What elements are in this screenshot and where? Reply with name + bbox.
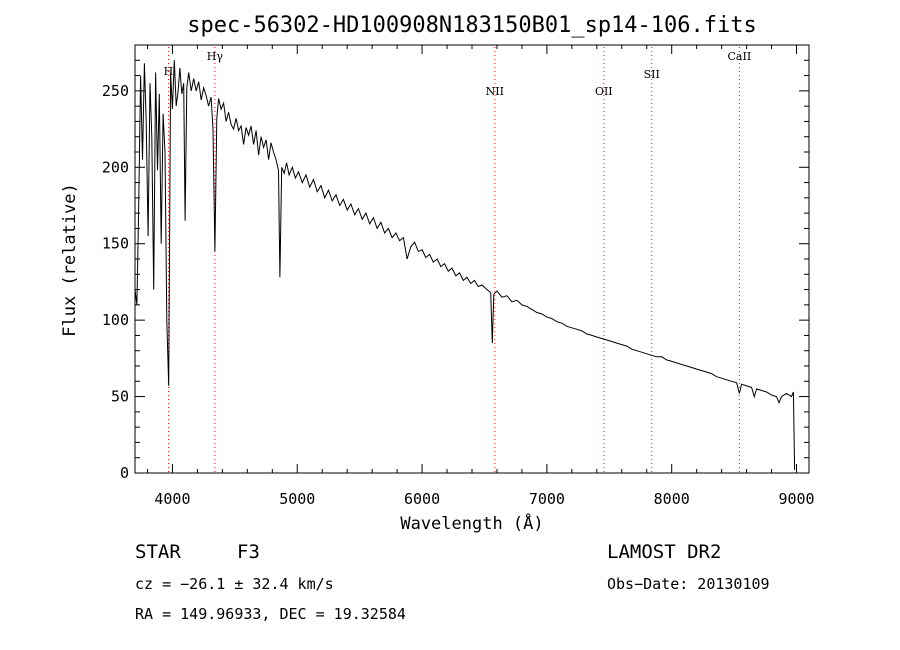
y-axis-label: Flux (relative) [60,183,80,337]
survey-name: LAMOST DR2 [607,541,721,563]
line-markers: H Hγ NII OII SII CaII [164,47,752,473]
x-tick-label: 4000 [154,490,190,508]
chart-title: spec-56302-HD100908N183150B01_sp14-106.f… [187,13,757,38]
x-axis-label: Wavelength (Å) [400,512,543,534]
x-tick-label: 9000 [778,490,814,508]
y-tick-label: 0 [120,464,129,482]
x-tick-label: 8000 [654,490,690,508]
spectral-line-label: OII [595,85,613,98]
x-tick-label: 6000 [404,490,440,508]
plot-frame [134,44,810,474]
spectral-line-label: Hγ [207,50,224,63]
y-tick-label: 50 [111,388,129,406]
y-tick-label: 100 [102,311,129,329]
y-tick-label: 200 [102,158,129,176]
object-subclass: F3 [237,541,260,563]
coordinates: RA = 149.96933, DEC = 19.32584 [135,605,406,623]
spectral-line-label: SII [644,68,660,81]
spectral-line-label: NII [486,85,504,98]
redshift-velocity: cz = −26.1 ± 32.4 km/s [135,575,334,593]
y-axis-ticks: 0 50 100 150 200 250 [102,59,809,482]
x-tick-label: 5000 [279,490,315,508]
spectral-line-label: CaII [728,50,752,63]
x-axis-ticks: 4000 5000 6000 7000 8000 9000 [146,45,815,508]
spectrum-line [134,60,796,470]
object-class: STAR [135,541,181,563]
spectral-line-label: H [164,65,174,78]
y-tick-label: 250 [102,82,129,100]
observation-date: Obs−Date: 20130109 [607,575,770,593]
x-tick-label: 7000 [529,490,565,508]
y-tick-label: 150 [102,235,129,253]
